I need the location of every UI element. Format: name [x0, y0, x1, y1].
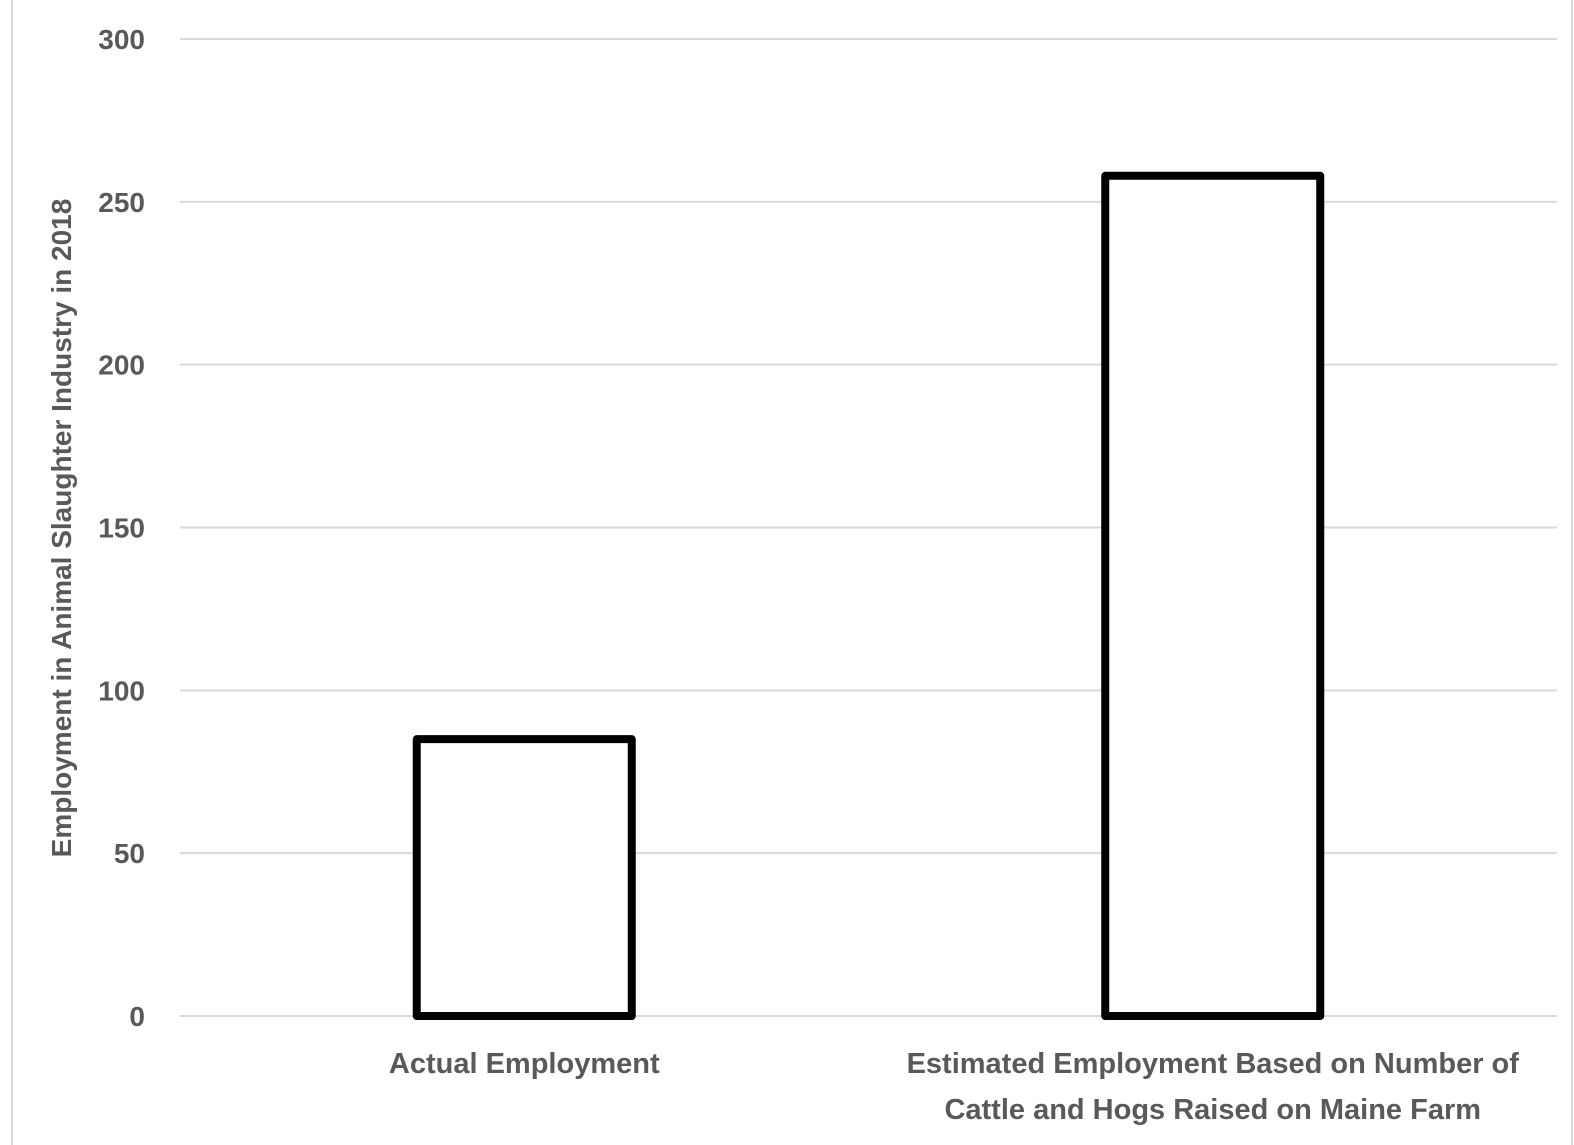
y-tick-label: 250: [98, 187, 145, 218]
y-tick-label: 50: [114, 838, 145, 869]
y-tick-label: 100: [98, 675, 145, 706]
bar-0: [412, 735, 636, 1021]
bar-1: [1101, 171, 1325, 1020]
y-axis-title: Employment in Animal Slaughter Industry …: [46, 199, 77, 858]
y-tick-label: 0: [129, 1001, 145, 1032]
chart-frame: [11, 0, 1573, 1145]
y-tick-label: 300: [98, 24, 145, 55]
x-category-label: Actual Employment: [389, 1048, 660, 1080]
gridlines: [180, 38, 1557, 1017]
x-category-label: Estimated Employment Based on Number of: [907, 1048, 1520, 1080]
y-tick-label: 200: [98, 350, 145, 381]
x-category-label: Cattle and Hogs Raised on Maine Farm: [944, 1094, 1481, 1126]
y-tick-label: 150: [98, 513, 145, 544]
y-axis-ticks: 0 50 100 150 200 250 300: [98, 24, 145, 1032]
x-axis-labels: Actual Employment Estimated Employment Ba…: [389, 1048, 1519, 1126]
bars: [412, 171, 1325, 1021]
